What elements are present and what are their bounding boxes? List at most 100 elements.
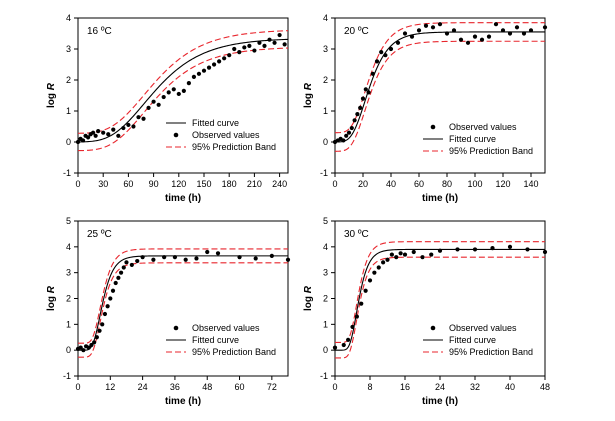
- x-tick-label: 36: [170, 382, 180, 392]
- observed-point: [374, 59, 380, 64]
- observed-point: [389, 252, 394, 257]
- observed-point: [352, 118, 357, 123]
- x-tick-label: 40: [505, 382, 515, 392]
- observed-point: [282, 42, 287, 47]
- observed-point: [237, 50, 242, 55]
- fitted-curve: [335, 248, 545, 351]
- observed-point: [458, 37, 464, 42]
- observed-point: [363, 87, 368, 92]
- panel-title: 20 ºC: [344, 26, 369, 37]
- observed-point: [486, 34, 492, 39]
- x-tick-label: 48: [202, 382, 212, 392]
- observed-point: [118, 270, 124, 275]
- observed-point: [332, 345, 338, 350]
- y-tick-label: 3: [66, 44, 71, 54]
- observed-point: [269, 253, 274, 258]
- y-tick-label: 1: [323, 106, 328, 116]
- observed-point: [394, 255, 399, 260]
- observed-point: [89, 342, 94, 348]
- panel-title: 16 ºC: [87, 26, 112, 37]
- x-tick-label: 72: [267, 382, 277, 392]
- observed-point: [507, 244, 513, 249]
- observed-point: [385, 257, 390, 262]
- observed-point: [211, 62, 217, 67]
- observed-point: [206, 65, 212, 70]
- y-tick-label: 2: [66, 75, 71, 85]
- observed-point: [140, 255, 145, 260]
- y-tick-label: 0: [66, 137, 71, 147]
- observed-point: [267, 37, 272, 42]
- observed-point: [111, 127, 116, 132]
- y-tick-label: 0: [66, 345, 71, 355]
- observed-point: [370, 71, 375, 76]
- chart-panel-2: 0 20 40 60 80 100 120 140 -1 0 1 2 3 4 time (h) log R 20…: [303, 13, 548, 204]
- observed-point: [156, 102, 161, 107]
- observed-point: [346, 130, 352, 135]
- observed-point: [194, 256, 199, 261]
- observed-point: [528, 28, 534, 33]
- observed-point: [91, 130, 96, 135]
- observed-point: [196, 71, 202, 76]
- observed-point: [493, 22, 499, 27]
- legend-label: Observed values: [192, 323, 260, 333]
- observed-point: [423, 23, 429, 28]
- observed-point: [222, 56, 227, 61]
- observed-point: [94, 335, 99, 340]
- observed-point: [430, 25, 436, 30]
- observed-point: [232, 46, 237, 52]
- y-axis-label: log R: [303, 285, 314, 311]
- prediction-band-upper: [78, 30, 288, 134]
- x-axis-label: time (h): [422, 396, 458, 407]
- panel-title: 30 ºC: [344, 229, 369, 240]
- observed-point: [359, 301, 364, 306]
- x-axis-label: time (h): [165, 193, 201, 204]
- observed-point: [172, 255, 178, 260]
- x-tick-label: 140: [523, 179, 538, 189]
- x-axis-label: time (h): [422, 193, 458, 204]
- y-tick-label: 0: [323, 137, 328, 147]
- y-tick-label: 4: [323, 242, 328, 252]
- observed-point: [409, 34, 415, 39]
- observed-point: [465, 40, 471, 45]
- fitted-curve: [78, 38, 288, 143]
- observed-point: [97, 328, 102, 333]
- y-tick-label: -1: [320, 168, 328, 178]
- observed-point: [514, 25, 520, 30]
- observed-point: [272, 40, 277, 45]
- legend-label: 95% Prediction Band: [192, 142, 276, 152]
- x-tick-label: 24: [435, 382, 445, 392]
- observed-point: [542, 25, 548, 30]
- observed-point: [376, 265, 381, 270]
- observed-point: [451, 28, 457, 33]
- observed-point: [507, 31, 513, 36]
- chart-panel-4: 0 8 16 24 32 40 48 -1 0 1 2 3 4 5 time (h) log R 30 ºC Ob…: [303, 216, 550, 407]
- observed-point: [183, 257, 188, 262]
- x-tick-label: 210: [247, 179, 262, 189]
- plot-frame: [334, 17, 546, 174]
- prediction-band-upper: [78, 248, 288, 344]
- observed-point: [472, 247, 478, 252]
- prediction-band-lower: [335, 40, 545, 152]
- x-tick-label: 8: [367, 382, 372, 392]
- observed-point: [341, 138, 346, 143]
- observed-point: [141, 116, 146, 121]
- legend-label: Fitted curve: [192, 118, 239, 128]
- observed-point: [131, 124, 136, 129]
- x-tick-label: 12: [105, 382, 115, 392]
- observed-point: [444, 31, 450, 36]
- observed-point: [151, 257, 156, 262]
- observed-point: [247, 43, 252, 49]
- observed-point: [349, 125, 354, 131]
- observed-point: [161, 94, 166, 100]
- observed-point: [253, 256, 258, 261]
- y-tick-label: -1: [63, 371, 71, 381]
- observed-point: [366, 90, 371, 95]
- observed-point: [151, 99, 156, 104]
- observed-point: [108, 296, 113, 301]
- observed-point: [146, 105, 151, 110]
- x-tick-label: 150: [196, 179, 211, 189]
- observed-point: [350, 324, 355, 330]
- observed-point: [346, 337, 351, 342]
- observed-point: [176, 91, 181, 97]
- observed-point: [100, 322, 105, 327]
